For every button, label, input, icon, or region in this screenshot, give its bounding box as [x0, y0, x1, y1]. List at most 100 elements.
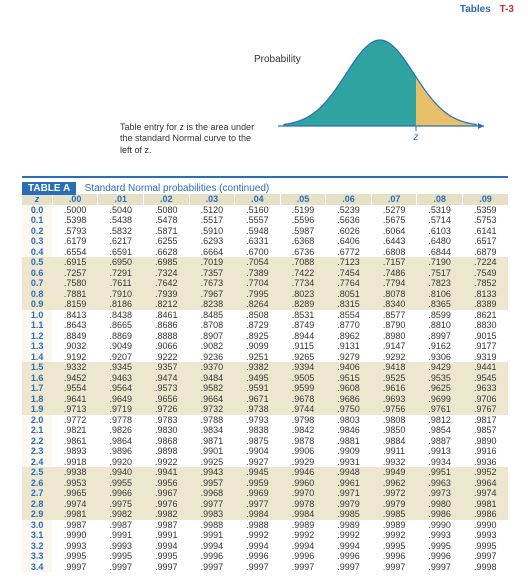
value-cell: .6985: [144, 257, 190, 268]
value-cell: .9994: [189, 541, 235, 552]
value-cell: .8888: [144, 331, 190, 342]
value-cell: .9936: [462, 457, 508, 468]
value-cell: .9976: [144, 499, 190, 510]
table-row: 1.2.8849.8869.8888.8907.8925.8944.8962.8…: [22, 331, 508, 342]
col-header: .06: [326, 194, 372, 205]
value-cell: .5398: [52, 215, 98, 226]
value-cell: .8413: [52, 310, 98, 321]
value-cell: .9750: [326, 404, 372, 415]
value-cell: .8133: [462, 289, 508, 300]
value-cell: .7704: [235, 278, 281, 289]
value-cell: .9656: [144, 394, 190, 405]
value-cell: .9265: [280, 352, 326, 363]
value-cell: .8980: [371, 331, 417, 342]
value-cell: .9995: [52, 551, 98, 562]
z-cell: 2.9: [22, 509, 52, 520]
value-cell: .5557: [235, 215, 281, 226]
value-cell: .9986: [417, 509, 463, 520]
value-cell: .5675: [371, 215, 417, 226]
value-cell: .6026: [326, 226, 372, 237]
z-table-head: z.00.01.02.03.04.05.06.07.08.09: [22, 194, 508, 205]
value-cell: .9693: [371, 394, 417, 405]
value-cell: .9625: [417, 383, 463, 394]
value-cell: .7580: [52, 278, 98, 289]
value-cell: .9965: [52, 488, 98, 499]
value-cell: .9898: [144, 446, 190, 457]
value-cell: .6844: [417, 247, 463, 258]
value-cell: .9953: [52, 478, 98, 489]
table-row: 3.3.9995.9995.9995.9996.9996.9996.9996.9…: [22, 551, 508, 562]
value-cell: .8577: [371, 310, 417, 321]
value-cell: .8289: [280, 299, 326, 310]
value-cell: .8749: [280, 320, 326, 331]
value-cell: .8365: [417, 299, 463, 310]
z-cell: 0.8: [22, 289, 52, 300]
value-cell: .9162: [417, 341, 463, 352]
z-cell: 1.0: [22, 310, 52, 321]
value-cell: .5239: [326, 205, 372, 216]
value-cell: .9641: [52, 394, 98, 405]
z-cell: 1.4: [22, 352, 52, 363]
value-cell: .9761: [417, 404, 463, 415]
value-cell: .9970: [280, 488, 326, 499]
value-cell: .9382: [235, 362, 281, 373]
value-cell: .9960: [280, 478, 326, 489]
value-cell: .9738: [235, 404, 281, 415]
value-cell: .9957: [189, 478, 235, 489]
value-cell: .6141: [462, 226, 508, 237]
value-cell: .9969: [235, 488, 281, 499]
value-cell: .9995: [371, 541, 417, 552]
value-cell: .9608: [326, 383, 372, 394]
value-cell: .9945: [235, 467, 281, 478]
value-cell: .9803: [326, 415, 372, 426]
value-cell: .9821: [52, 425, 98, 436]
value-cell: .8264: [235, 299, 281, 310]
value-cell: .9990: [462, 520, 508, 531]
value-cell: .6217: [98, 236, 144, 247]
table-row: 3.0.9987.9987.9987.9988.9988.9989.9989.9…: [22, 520, 508, 531]
value-cell: .9992: [326, 530, 372, 541]
value-cell: .8869: [98, 331, 144, 342]
value-cell: .6179: [52, 236, 98, 247]
z-cell: 3.1: [22, 530, 52, 541]
z-cell: 0.2: [22, 226, 52, 237]
z-cell: 0.5: [22, 257, 52, 268]
z-cell: 2.7: [22, 488, 52, 499]
value-cell: .9997: [371, 562, 417, 573]
value-cell: .6808: [371, 247, 417, 258]
value-cell: .9875: [235, 436, 281, 447]
value-cell: .9971: [326, 488, 372, 499]
value-cell: .9985: [371, 509, 417, 520]
value-cell: .6700: [235, 247, 281, 258]
value-cell: .6517: [462, 236, 508, 247]
value-cell: .9871: [189, 436, 235, 447]
table-row: 2.6.9953.9955.9956.9957.9959.9960.9961.9…: [22, 478, 508, 489]
value-cell: .9616: [371, 383, 417, 394]
table-title-row: TABLE A Standard Normal probabilities (c…: [22, 178, 508, 194]
table-row: 3.1.9990.9991.9991.9991.9992.9992.9992.9…: [22, 530, 508, 541]
value-cell: .9993: [462, 530, 508, 541]
value-cell: .9989: [280, 520, 326, 531]
value-cell: .9994: [144, 541, 190, 552]
value-cell: .9996: [417, 551, 463, 562]
page-root: Tables T-3 Probability Table entry for z…: [0, 0, 528, 588]
value-cell: .9846: [326, 425, 372, 436]
value-cell: .9975: [98, 499, 144, 510]
value-cell: .9964: [462, 478, 508, 489]
value-cell: .9994: [326, 541, 372, 552]
value-cell: .8554: [326, 310, 372, 321]
value-cell: .9951: [417, 467, 463, 478]
value-cell: .9207: [98, 352, 144, 363]
value-cell: .9988: [189, 520, 235, 531]
value-cell: .7967: [189, 289, 235, 300]
value-cell: .9932: [371, 457, 417, 468]
value-cell: .5359: [462, 205, 508, 216]
value-cell: .9997: [52, 562, 98, 573]
value-cell: .9222: [144, 352, 190, 363]
table-row: 2.3.9893.9896.9898.9901.9904.9906.9909.9…: [22, 446, 508, 457]
value-cell: .9992: [235, 530, 281, 541]
value-cell: .9987: [52, 520, 98, 531]
table-row: 2.9.9981.9982.9982.9983.9984.9984.9985.9…: [22, 509, 508, 520]
value-cell: .9913: [417, 446, 463, 457]
value-cell: .8729: [235, 320, 281, 331]
